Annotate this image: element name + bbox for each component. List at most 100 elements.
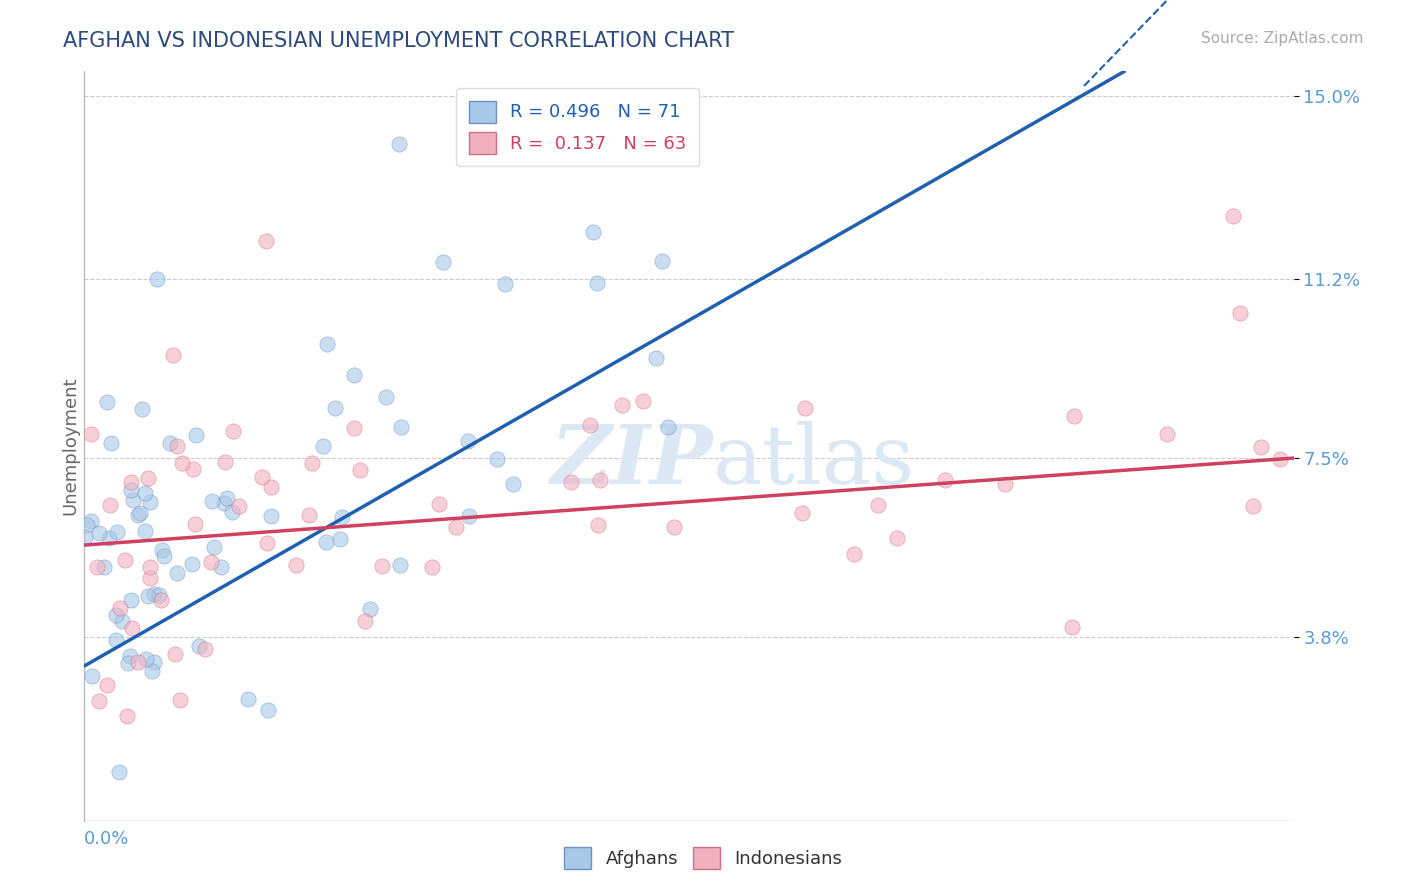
Point [79,426,101,441]
Point [87,526,110,541]
Point [139,495,162,509]
Point [228,500,250,514]
Point [1268,452,1291,467]
Point [146,272,169,286]
Point [502,477,524,491]
Point [579,418,602,433]
Point [312,439,335,453]
Point [1222,210,1244,224]
Point [143,587,166,601]
Point [169,693,191,707]
Point [98,498,121,512]
Point [389,419,412,434]
Point [238,691,260,706]
Point [201,494,224,508]
Point [138,560,160,574]
Point [89,693,111,707]
Point [1250,440,1272,454]
Point [1063,409,1085,423]
Point [582,225,605,239]
Point [315,534,337,549]
Legend: R = 0.496   N = 71, R =  0.137   N = 63: R = 0.496 N = 71, R = 0.137 N = 63 [456,88,699,166]
Point [162,348,184,362]
Point [121,492,143,507]
Text: ZIP: ZIP [551,421,713,501]
Point [127,655,149,669]
Point [589,473,612,487]
Point [121,621,143,635]
Point [662,520,685,534]
Point [486,452,509,467]
Point [127,508,149,522]
Point [644,351,666,365]
Point [96,678,118,692]
Point [131,402,153,417]
Point [111,615,134,629]
Point [494,277,516,292]
Point [427,497,450,511]
Point [260,480,283,494]
Point [375,390,398,404]
Text: Source: ZipAtlas.com: Source: ZipAtlas.com [1201,31,1364,46]
Point [120,475,142,489]
Point [105,607,128,622]
Point [1241,500,1264,514]
Point [254,234,277,248]
Point [343,368,366,382]
Point [163,647,186,661]
Point [323,401,346,415]
Point [329,533,352,547]
Point [586,276,609,290]
Point [359,602,381,616]
Point [389,558,412,573]
Point [148,588,170,602]
Point [371,558,394,573]
Point [792,506,814,520]
Point [166,439,188,453]
Point [136,590,159,604]
Point [994,476,1017,491]
Point [141,664,163,678]
Point [100,436,122,450]
Point [86,560,108,574]
Point [651,254,673,268]
Point [181,557,204,571]
Point [1156,427,1178,442]
Point [117,709,139,723]
Point [150,593,173,607]
Point [80,515,103,529]
Point [457,508,479,523]
Point [80,669,103,683]
Point [120,648,142,663]
Text: 0.0%: 0.0% [84,830,129,847]
Point [104,633,127,648]
Point [1229,305,1251,319]
Point [97,531,120,545]
Point [250,470,273,484]
Point [194,642,217,657]
Point [200,555,222,569]
Point [129,506,152,520]
Point [256,536,278,550]
Point [170,456,193,470]
Point [159,435,181,450]
Point [183,462,205,476]
Point [76,518,98,533]
Point [612,398,634,412]
Point [560,475,582,489]
Point [457,434,479,448]
Legend: Afghans, Indonesians: Afghans, Indonesians [557,839,849,876]
Point [202,540,225,554]
Y-axis label: Unemployment: Unemployment [62,376,80,516]
Point [136,471,159,485]
Point [354,614,377,628]
Point [166,566,188,580]
Point [330,509,353,524]
Point [215,491,238,506]
Point [96,395,118,409]
Point [886,531,908,545]
Text: AFGHAN VS INDONESIAN UNEMPLOYMENT CORRELATION CHART: AFGHAN VS INDONESIAN UNEMPLOYMENT CORREL… [63,31,734,51]
Point [420,560,443,574]
Point [1060,620,1083,634]
Point [150,543,173,558]
